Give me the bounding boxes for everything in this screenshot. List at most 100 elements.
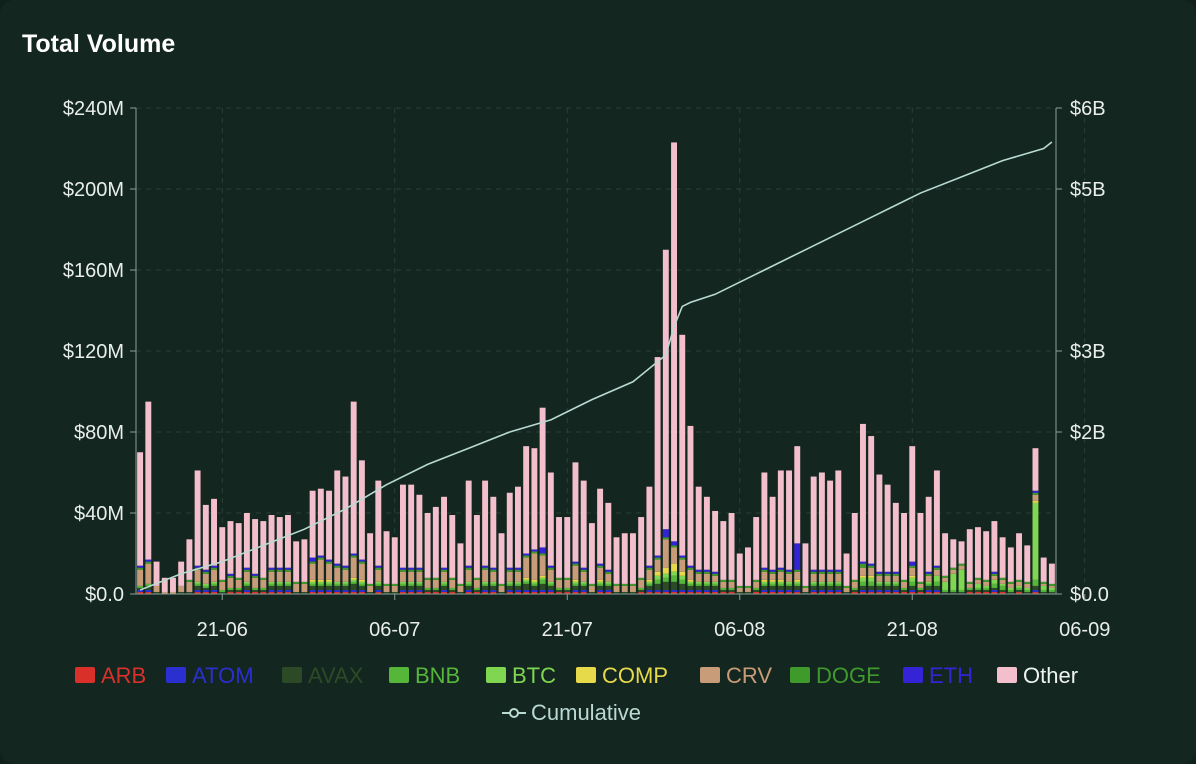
bar-arb	[810, 591, 817, 594]
bar-eth	[925, 571, 932, 574]
bar-avax	[958, 591, 965, 594]
legend-label-atom: ATOM	[192, 663, 254, 688]
bar-other	[186, 539, 193, 580]
bar-arb	[892, 591, 899, 594]
bar-atom	[482, 589, 489, 592]
bar-stack	[1016, 533, 1022, 594]
bar-stack	[958, 541, 965, 594]
bar-atom	[580, 589, 587, 592]
bar-stack	[991, 521, 998, 594]
bar-avax	[326, 585, 332, 590]
bar-avax	[342, 585, 349, 590]
bar-btc	[309, 581, 316, 584]
bar-stack	[950, 539, 957, 594]
bar-other	[490, 496, 497, 568]
bar-btc	[695, 581, 702, 584]
bar-btc	[400, 581, 406, 584]
bar-arb	[268, 591, 275, 594]
bar-arb	[490, 591, 497, 594]
bar-crv	[728, 581, 735, 588]
bar-crv	[515, 571, 521, 582]
bar-stack	[556, 517, 562, 594]
bar-stack	[490, 496, 497, 594]
bar-bnb	[868, 581, 875, 586]
bar-btc	[654, 575, 661, 580]
y-right-tick-label: $6B	[1070, 98, 1106, 120]
bar-btc	[876, 581, 883, 584]
bar-stack	[588, 523, 595, 594]
bar-doge	[334, 565, 341, 568]
bar-other	[375, 480, 382, 566]
bar-btc	[1032, 502, 1039, 580]
bar-stack	[186, 539, 193, 594]
bar-btc	[777, 581, 784, 584]
bar-bnb	[580, 583, 587, 586]
bar-other	[597, 488, 604, 564]
bar-atom	[211, 589, 217, 592]
bars-group	[137, 142, 1055, 594]
bar-stack	[728, 513, 735, 594]
bar-bnb	[219, 589, 226, 592]
bar-arb	[703, 591, 710, 594]
bar-bnb	[950, 589, 957, 592]
bar-eth	[506, 567, 513, 570]
bar-comp	[794, 579, 801, 582]
bar-bnb	[777, 583, 784, 586]
bar-crv	[252, 577, 259, 588]
bar-avax	[777, 585, 784, 590]
bar-doge	[597, 565, 604, 568]
bar-other	[424, 513, 431, 578]
bar-crv	[211, 569, 217, 582]
bar-other	[983, 531, 990, 580]
bar-other	[966, 529, 973, 582]
y-right-tick-label: $0.0	[1070, 584, 1109, 606]
y-right-tick-label: $3B	[1070, 341, 1106, 363]
bar-stack	[161, 577, 168, 594]
bar-doge	[621, 583, 628, 586]
bar-eth	[400, 567, 406, 570]
bar-arb	[966, 591, 973, 594]
bar-eth	[317, 555, 324, 558]
bar-other	[860, 423, 866, 562]
bar-crv	[301, 583, 308, 592]
bar-stack	[654, 357, 661, 594]
bar-btc	[860, 577, 866, 582]
bar-btc	[243, 581, 250, 584]
bar-btc	[194, 581, 201, 584]
bar-crv	[810, 573, 817, 582]
bar-atom	[375, 589, 382, 592]
bar-crv	[482, 569, 489, 582]
bar-avax	[515, 585, 521, 590]
bar-stack	[818, 472, 825, 594]
bar-stack	[868, 436, 875, 594]
bar-atom	[572, 589, 579, 592]
bar-doge	[835, 571, 842, 574]
bar-stack	[745, 547, 751, 594]
x-tick-label: 21-07	[542, 619, 593, 641]
bar-eth	[794, 543, 801, 570]
bar-avax	[925, 585, 932, 590]
bar-avax	[260, 589, 267, 592]
bar-doge	[383, 583, 390, 586]
bar-bnb	[490, 583, 497, 586]
bar-other	[416, 494, 423, 568]
bar-stack	[260, 521, 267, 594]
bar-doge	[810, 571, 817, 574]
bar-bnb	[909, 581, 916, 586]
bar-crv	[597, 567, 604, 580]
bar-crv	[646, 569, 653, 580]
bar-other	[358, 460, 365, 560]
bar-crv	[441, 571, 447, 582]
bar-other	[334, 470, 341, 564]
bar-btc	[1024, 587, 1031, 590]
bar-btc	[202, 583, 209, 586]
bar-doge	[646, 567, 653, 570]
bar-crv	[892, 575, 899, 582]
bar-stack	[202, 504, 209, 594]
bar-crv	[293, 583, 300, 592]
bar-btc	[909, 577, 916, 582]
bar-stack	[523, 446, 530, 594]
bar-doge	[679, 557, 686, 560]
bar-eth	[679, 555, 686, 558]
